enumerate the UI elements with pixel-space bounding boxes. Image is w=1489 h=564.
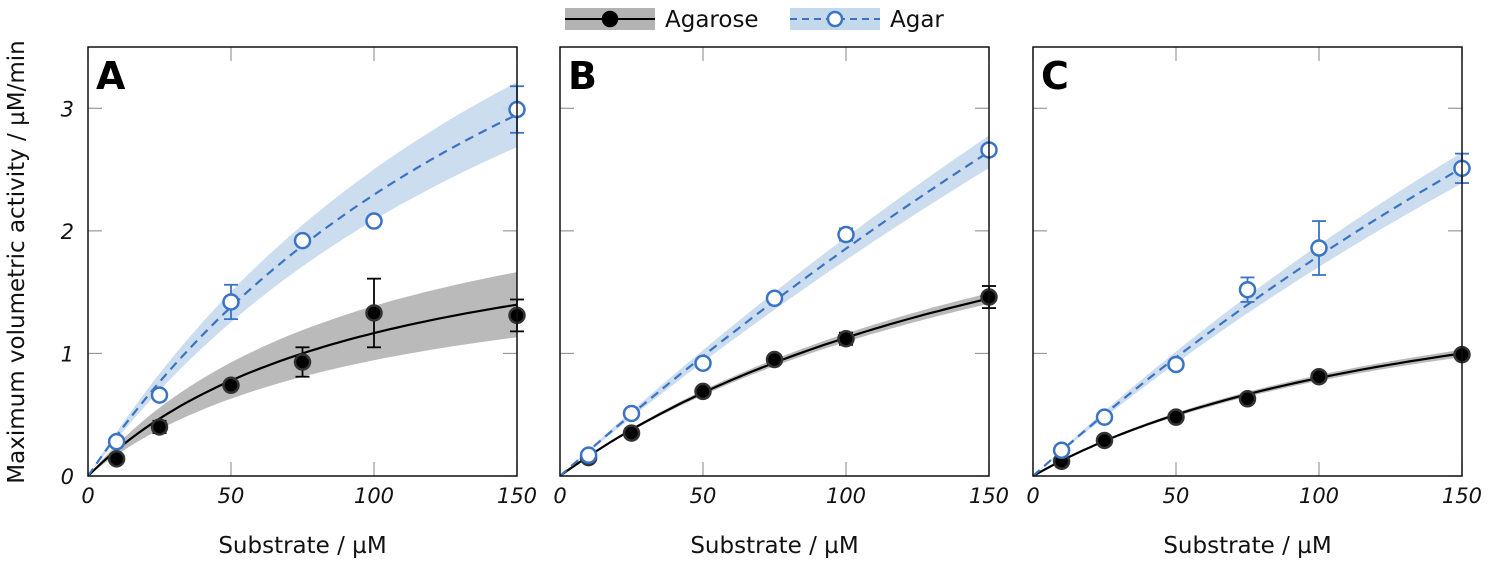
data-point-agar: [107, 432, 126, 451]
x-axis-label: Substrate / µM: [690, 533, 858, 559]
y-tick-label: 1: [61, 342, 74, 366]
confidence-band-agarose: [560, 293, 989, 476]
legend-label: Agarose: [665, 7, 759, 33]
plot-frame: [559, 46, 990, 477]
data-point-agar: [150, 386, 169, 404]
y-tick-label: 0: [61, 465, 74, 489]
panel-label: A: [96, 54, 126, 98]
data-point-agarose: [1167, 408, 1185, 426]
legend-marker: [826, 10, 844, 28]
data-point-agarose: [837, 329, 855, 348]
data-point-agar: [365, 212, 383, 230]
data-point-agar: [1238, 280, 1257, 299]
x-tick-label: 50: [218, 484, 245, 508]
panel-label: B: [568, 54, 597, 98]
plot-frame: [1032, 46, 1463, 477]
x-tick-label: 50: [690, 484, 717, 508]
data-point-agarose: [694, 382, 712, 401]
data-point-agarose: [107, 450, 126, 468]
confidence-band-agar: [88, 82, 517, 476]
data-point-agar: [222, 293, 240, 311]
data-point-agarose: [150, 418, 169, 436]
data-point-agarose: [1095, 431, 1114, 450]
x-tick-label: 0: [1026, 484, 1039, 508]
x-tick-label: 150: [497, 484, 537, 508]
data-point-agarose: [1310, 367, 1328, 386]
data-point-agar: [579, 446, 598, 464]
x-axis-label: Substrate / µM: [218, 533, 386, 559]
plot-frame: [87, 46, 518, 477]
panel-label: C: [1041, 54, 1069, 98]
y-tick-label: 2: [61, 220, 74, 244]
data-point-agarose: [1238, 390, 1257, 408]
panel-c: 0 50 100 150 Substrate / µM C: [1026, 46, 1482, 559]
data-point-agar: [1167, 355, 1185, 374]
data-point-agarose: [293, 353, 312, 371]
legend-marker: [601, 10, 619, 28]
x-tick-label: 0: [553, 484, 566, 508]
data-point-agarose: [622, 424, 641, 442]
x-tick-label: 100: [1299, 484, 1339, 508]
confidence-band-agarose: [1033, 349, 1462, 476]
data-point-agarose: [765, 350, 784, 369]
y-tick-label: 3: [61, 97, 74, 121]
x-tick-label: 100: [354, 484, 394, 508]
fit-line-agarose: [559, 297, 990, 477]
data-point-agar: [765, 289, 784, 308]
data-point-agar: [1310, 239, 1328, 257]
data-point-agar: [622, 404, 641, 423]
x-tick-label: 50: [1163, 484, 1190, 508]
legend-label: Agar: [890, 7, 944, 33]
x-tick-label: 0: [81, 484, 94, 508]
data-point-agar: [293, 231, 312, 250]
data-point-agar: [694, 354, 712, 372]
data-point-agar: [837, 225, 855, 244]
data-point-agarose: [365, 304, 383, 322]
x-axis-label: Substrate / µM: [1163, 533, 1331, 559]
panel-a: 0 50 100 150 0 1 2 3 Substrate / µM A: [61, 46, 537, 559]
panel-b: 0 50 100 150 Substrate / µM B: [553, 46, 1009, 559]
data-point-agarose: [222, 376, 240, 395]
data-point-agar: [1052, 441, 1071, 460]
x-tick-label: 150: [969, 484, 1009, 508]
data-point-agar: [1095, 408, 1114, 426]
y-axis-label: Maximum volumetric activity / µM/min: [4, 40, 30, 483]
x-tick-label: 100: [826, 484, 866, 508]
x-tick-label: 150: [1442, 484, 1482, 508]
confidence-band-agar: [1033, 152, 1462, 476]
legend: Agarose Agar: [565, 7, 944, 33]
